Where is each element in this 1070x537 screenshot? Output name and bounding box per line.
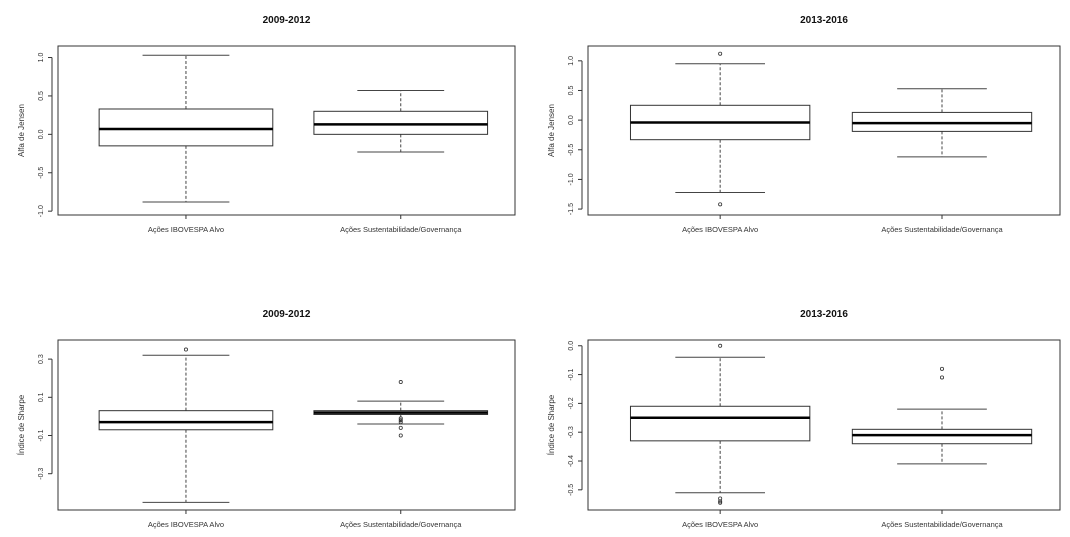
outlier-point	[718, 500, 723, 505]
y-tick-label: -0.5	[38, 167, 45, 179]
outlier-point	[398, 416, 403, 421]
x-category-label: Ações IBOVESPA Alvo	[148, 520, 224, 529]
y-tick-label: -1.0	[568, 173, 575, 185]
plot-frame	[587, 45, 1061, 216]
box-iqr	[98, 410, 274, 431]
y-tick-label: 0.0	[568, 115, 575, 125]
x-category-label: Ações IBOVESPA Alvo	[682, 225, 758, 234]
y-tick-label: -0.1	[568, 368, 575, 380]
box-1	[629, 343, 811, 505]
box-2	[851, 88, 1033, 158]
y-tick-label: 0.0	[38, 129, 45, 139]
x-category-label: Ações Sustentabilidade/Governança	[340, 520, 462, 529]
outlier-point	[718, 202, 723, 207]
outlier-point	[940, 366, 945, 371]
box-1	[98, 347, 274, 503]
y-tick-label: -0.3	[38, 468, 45, 480]
chart-panel-3: 2009-2012 0.3 0.1 -0.1 -0.3 Índice de Sharpe A…	[17, 309, 516, 529]
outlier-point	[398, 380, 403, 385]
x-category-label: Ações Sustentabilidade/Governança	[881, 225, 1003, 234]
outlier-point	[398, 420, 403, 425]
outlier-point	[398, 418, 403, 423]
chart-title: 2009-2012	[263, 309, 311, 320]
y-tick-label: 0.1	[38, 392, 45, 402]
y-tick-label: -1.5	[568, 203, 575, 215]
y-tick-label: -0.1	[38, 429, 45, 441]
y-tick-label: 0.5	[38, 91, 45, 101]
box-1	[98, 54, 274, 203]
y-axis-label: Índice de Sharpe	[547, 394, 556, 455]
y-tick-label: -0.2	[568, 397, 575, 409]
box-2	[851, 366, 1033, 465]
plot-frame	[57, 339, 516, 511]
box-iqr	[851, 428, 1033, 445]
outlier-point	[398, 433, 403, 438]
y-tick-label: 1.0	[38, 53, 45, 63]
x-category-label: Ações IBOVESPA Alvo	[148, 225, 224, 234]
box-2	[313, 90, 489, 153]
box-2	[313, 380, 489, 438]
y-tick-label: 0.3	[38, 354, 45, 364]
outlier-point	[398, 425, 403, 430]
x-category-label: Ações Sustentabilidade/Governança	[340, 225, 462, 234]
y-tick-label: 0.5	[568, 86, 575, 96]
y-tick-label: -0.4	[568, 455, 575, 467]
chart-panel-2: 2013-2016 1.0 0.5 0.0 -0.5 -1.0 -1.5 Alfa de Je…	[547, 15, 1061, 234]
y-tick-label: -0.3	[568, 426, 575, 438]
outlier-point	[183, 347, 188, 352]
chart-panel-4: 2013-2016 0.0 -0.1 -0.2 -0.3 -0.4 -0.5 Índice d…	[547, 309, 1061, 529]
chart-title: 2013-2016	[800, 15, 848, 26]
y-tick-label: -0.5	[568, 144, 575, 156]
y-axis-label: Índice de Sharpe	[17, 394, 26, 455]
x-category-label: Ações IBOVESPA Alvo	[682, 520, 758, 529]
y-tick-label: 1.0	[568, 56, 575, 66]
y-tick-label: -1.0	[38, 205, 45, 217]
chart-title: 2013-2016	[800, 309, 848, 320]
outlier-point	[718, 343, 723, 348]
plot-frame	[57, 45, 516, 216]
y-tick-label: 0.0	[568, 341, 575, 351]
y-axis-label: Alfa de Jensen	[17, 104, 26, 157]
outlier-point	[940, 375, 945, 380]
chart-title: 2009-2012	[263, 15, 311, 26]
y-tick-label: -0.5	[568, 484, 575, 496]
outlier-point	[718, 499, 723, 504]
box-1	[629, 51, 811, 207]
box-iqr	[629, 405, 811, 442]
box-iqr	[98, 108, 274, 147]
outlier-point	[718, 51, 723, 56]
box-iqr	[313, 110, 489, 135]
chart-panel-1: 2009-2012 1.0 0.5 0.0 -0.5 -1.0 Alfa de Jensen…	[17, 15, 516, 234]
y-axis-label: Alfa de Jensen	[547, 104, 556, 157]
x-category-label: Ações Sustentabilidade/Governança	[881, 520, 1003, 529]
plot-frame	[587, 339, 1061, 511]
